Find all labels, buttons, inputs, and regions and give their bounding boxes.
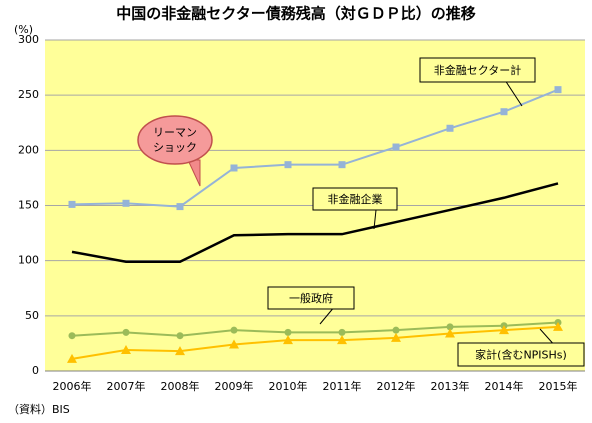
- marker: [446, 323, 454, 331]
- annotation-bubble: [137, 115, 213, 165]
- marker: [121, 345, 131, 355]
- y-tick-label: 250: [18, 88, 39, 101]
- marker: [392, 143, 400, 151]
- callout-box: [312, 187, 398, 211]
- callout-pointer: [373, 209, 377, 230]
- callout-label: 非金融企業: [328, 192, 383, 206]
- marker: [230, 164, 238, 172]
- y-unit: (%): [14, 23, 33, 36]
- marker: [175, 346, 185, 356]
- x-tick-label: 2009年: [215, 379, 254, 393]
- y-tick-label: 150: [18, 199, 39, 212]
- y-tick-label: 100: [18, 254, 39, 267]
- callout-pointer: [539, 328, 553, 344]
- marker: [230, 326, 238, 334]
- x-tick-label: 2011年: [323, 379, 362, 393]
- callout-label: 家計(含むNPISHs): [475, 348, 567, 362]
- marker: [338, 161, 346, 169]
- marker: [67, 353, 77, 363]
- y-tick-label: 200: [18, 143, 39, 156]
- series-line: [71, 88, 559, 208]
- x-tick-label: 2012年: [377, 379, 416, 393]
- y-tick-label: 50: [25, 309, 39, 322]
- marker: [68, 200, 76, 208]
- marker: [284, 328, 292, 336]
- x-tick-label: 2014年: [485, 379, 524, 393]
- marker: [122, 328, 130, 336]
- y-tick-label: 0: [32, 364, 39, 377]
- marker: [553, 321, 563, 331]
- annotation: リーマン: [153, 126, 197, 139]
- marker: [499, 325, 509, 335]
- callout-box: [457, 342, 585, 367]
- marker: [283, 335, 293, 345]
- callout-pointer: [319, 308, 333, 325]
- callout-pointer: [505, 81, 523, 107]
- x-tick-label: 2006年: [53, 379, 92, 393]
- marker: [284, 161, 292, 169]
- x-tick-label: 2007年: [107, 379, 146, 393]
- marker: [554, 86, 562, 94]
- marker: [338, 328, 346, 336]
- marker: [176, 203, 184, 211]
- series-line: [71, 325, 559, 360]
- marker: [68, 332, 76, 340]
- annotation: ショック: [153, 141, 197, 154]
- marker: [500, 108, 508, 116]
- marker: [337, 335, 347, 345]
- marker: [445, 328, 455, 338]
- callout-box: [419, 57, 536, 83]
- marker: [391, 332, 401, 342]
- callout-box: [267, 286, 355, 310]
- callout-label: 非金融セクター計: [434, 63, 522, 77]
- callout-label: 一般政府: [289, 291, 333, 305]
- chart-title: 中国の非金融セクター債務残高（対ＧＤＰ比）の推移: [116, 5, 475, 23]
- x-tick-label: 2010年: [269, 379, 308, 393]
- marker: [229, 339, 239, 349]
- x-tick-label: 2008年: [161, 379, 200, 393]
- marker: [176, 332, 184, 340]
- x-tick-label: 2013年: [431, 379, 470, 393]
- marker: [446, 124, 454, 132]
- source: （資料）BIS: [8, 402, 70, 416]
- marker: [122, 199, 130, 207]
- marker: [392, 326, 400, 334]
- series-line: [71, 182, 559, 264]
- y-tick-label: 300: [18, 33, 39, 46]
- series-line: [71, 321, 559, 337]
- x-tick-label: 2015年: [539, 379, 578, 393]
